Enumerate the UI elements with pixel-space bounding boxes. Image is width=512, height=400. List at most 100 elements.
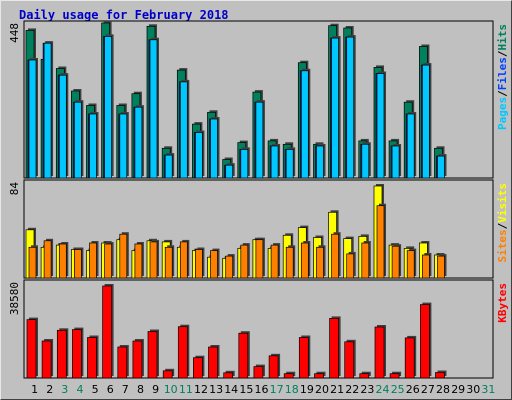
- sites-bar-14: [225, 255, 234, 279]
- sites-bar-5: [89, 242, 97, 279]
- day-label-31: 31: [481, 383, 495, 396]
- day-label-16: 16: [255, 383, 269, 396]
- pages-bar-9: [149, 39, 158, 179]
- visits-sites-legend: Sites/Visits: [496, 183, 509, 263]
- day-label-2: 2: [46, 383, 53, 396]
- kbytes-bar-9: [147, 331, 158, 379]
- kbytes-bar-20: [314, 373, 324, 379]
- legend-item: Visits: [496, 183, 509, 223]
- kbytes-bar-7: [117, 346, 128, 379]
- kbytes-bar-12: [193, 357, 203, 379]
- sites-bar-8: [134, 243, 143, 279]
- kbytes-bar-8: [132, 340, 143, 379]
- pages-bar-7: [119, 113, 128, 179]
- sites-bar-19: [300, 242, 309, 279]
- pages-bar-14: [225, 164, 234, 179]
- pages-bar-16: [255, 101, 264, 179]
- sites-bar-2: [43, 240, 52, 279]
- day-label-13: 13: [209, 383, 223, 396]
- hits-files-pages-ymax-label: 448: [8, 23, 21, 43]
- day-label-26: 26: [406, 383, 420, 396]
- day-label-14: 14: [224, 383, 238, 396]
- pages-bar-10: [164, 154, 173, 179]
- sites-bar-3: [58, 243, 67, 279]
- pages-bar-18: [285, 149, 294, 179]
- day-label-22: 22: [345, 383, 359, 396]
- sites-bar-17: [270, 244, 279, 279]
- sites-bar-23: [361, 242, 370, 279]
- pages-bar-5: [89, 113, 97, 179]
- legend-item: /: [496, 50, 509, 57]
- sites-bar-18: [285, 246, 294, 279]
- visits-sites-ymax-label: 84: [8, 182, 21, 196]
- kbytes-bar-3: [56, 329, 67, 379]
- chart-title: Daily usage for February 2018: [19, 8, 229, 22]
- pages-bar-27: [422, 64, 430, 179]
- sites-bar-22: [346, 253, 355, 279]
- day-label-29: 29: [451, 383, 465, 396]
- sites-bar-4: [74, 249, 82, 279]
- sites-bar-11: [179, 241, 188, 279]
- pages-bar-19: [300, 70, 309, 179]
- sites-bar-24: [376, 205, 385, 279]
- pages-bar-12: [195, 132, 203, 179]
- pages-bar-4: [74, 101, 82, 179]
- day-label-21: 21: [330, 383, 344, 396]
- sites-bar-28: [437, 255, 445, 279]
- pages-bar-26: [406, 113, 415, 179]
- sites-bar-10: [164, 246, 173, 279]
- sites-bar-13: [210, 250, 218, 279]
- kbytes-bar-10: [162, 370, 173, 379]
- kbytes-bar-24: [374, 326, 385, 379]
- kbytes-bar-17: [268, 355, 279, 379]
- kbytes-bar-18: [283, 373, 294, 379]
- day-label-17: 17: [270, 383, 284, 396]
- kbytes-bar-13: [208, 346, 218, 379]
- day-label-6: 6: [107, 383, 114, 396]
- pages-bar-11: [179, 81, 188, 179]
- sites-bar-21: [331, 233, 339, 279]
- day-label-19: 19: [300, 383, 314, 396]
- sites-bar-12: [195, 249, 203, 279]
- kbytes-bar-19: [298, 337, 309, 379]
- day-label-1: 1: [31, 383, 38, 396]
- kbytes-bar-11: [177, 326, 188, 379]
- kbytes-bar-25: [389, 373, 400, 379]
- sites-bar-27: [422, 254, 430, 279]
- day-label-20: 20: [315, 383, 329, 396]
- day-label-25: 25: [391, 383, 405, 396]
- pages-bar-15: [240, 149, 249, 179]
- legend-item: KBytes: [496, 283, 509, 323]
- hits-files-pages-legend: Pages/Files/Hits: [496, 24, 509, 130]
- sites-bar-9: [149, 241, 158, 279]
- pages-bar-25: [391, 145, 400, 179]
- pages-bar-3: [58, 74, 67, 179]
- kbytes-bar-15: [238, 332, 249, 379]
- day-label-10: 10: [164, 383, 178, 396]
- pages-bar-21: [331, 37, 339, 179]
- day-label-24: 24: [376, 383, 390, 396]
- sites-bar-25: [391, 245, 400, 279]
- day-label-15: 15: [239, 383, 253, 396]
- day-label-18: 18: [285, 383, 299, 396]
- kbytes-bar-14: [223, 372, 234, 379]
- sites-bar-6: [104, 243, 112, 279]
- kbytes-bar-21: [329, 318, 339, 379]
- pages-bar-17: [270, 145, 279, 179]
- kbytes-ymax-label: 38580: [8, 282, 21, 315]
- day-label-5: 5: [92, 383, 99, 396]
- legend-item: /: [496, 90, 509, 97]
- sites-bar-15: [240, 244, 249, 279]
- day-label-12: 12: [194, 383, 208, 396]
- sites-bar-20: [316, 246, 324, 279]
- kbytes-bar-2: [41, 340, 52, 379]
- legend-item: Sites: [496, 229, 509, 262]
- kbytes-bar-22: [344, 341, 355, 379]
- kbytes-bar-27: [420, 304, 430, 379]
- day-label-3: 3: [61, 383, 68, 396]
- pages-bar-6: [104, 36, 112, 179]
- kbytes-bar-28: [435, 372, 445, 379]
- pages-bar-22: [346, 36, 355, 179]
- kbytes-bar-6: [102, 285, 112, 379]
